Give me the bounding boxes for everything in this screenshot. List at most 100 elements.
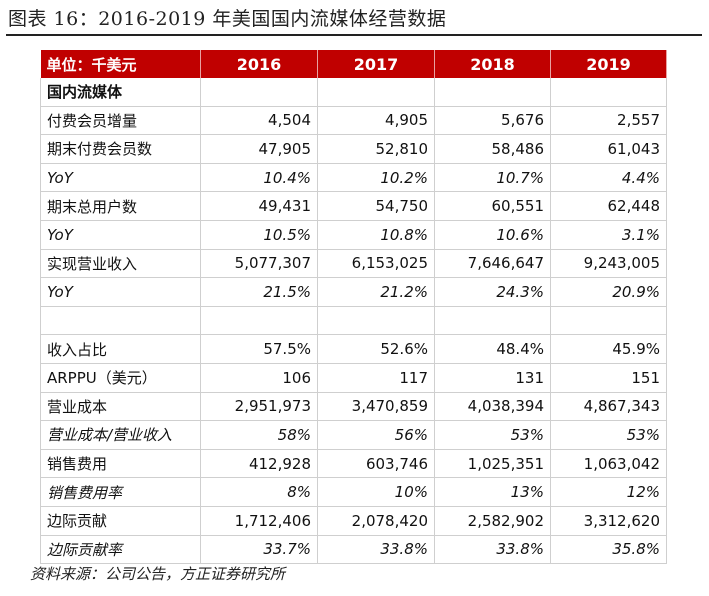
table-cell: 5,077,307: [200, 249, 318, 279]
row-label: 期末付费会员数: [40, 134, 201, 164]
table-cell: 117: [317, 363, 435, 393]
section-row: 国内流媒体: [40, 78, 667, 107]
table-cell: 3,312,620: [550, 506, 667, 536]
table-cell: 33.8%: [434, 535, 551, 565]
table-cell: 4,867,343: [550, 392, 667, 422]
table-cell: 3,470,859: [317, 392, 435, 422]
table-cell: 47,905: [200, 134, 318, 164]
table-cell: [550, 306, 667, 336]
figure-title: 图表 16：2016-2019 年美国国内流媒体经营数据: [8, 8, 447, 30]
table-row: YoY 21.5% 21.2% 24.3% 20.9%: [40, 277, 667, 307]
table-row: 实现营业收入 5,077,307 6,153,025 7,646,647 9,243,0…: [40, 249, 667, 279]
row-label: [40, 306, 201, 336]
header-year: 2019: [550, 50, 667, 78]
table-cell: [434, 78, 551, 107]
row-label: YoY: [40, 220, 201, 250]
table-cell: 2,582,902: [434, 506, 551, 536]
row-label: YoY: [40, 163, 201, 193]
table-cell: 106: [200, 363, 318, 393]
table-cell: 52.6%: [317, 334, 435, 364]
header-year: 2016: [200, 50, 318, 78]
table-row: 付费会员增量 4,504 4,905 5,676 2,557: [40, 106, 667, 136]
title-divider: [6, 34, 702, 36]
table-cell: 4,905: [317, 106, 435, 136]
table-cell: 52,810: [317, 134, 435, 164]
table-row: 销售费用率 8% 10% 13% 12%: [40, 477, 667, 507]
table-cell: 53%: [550, 420, 667, 450]
row-label: 销售费用率: [40, 477, 201, 507]
table-cell: 49,431: [200, 191, 318, 221]
section-label: 国内流媒体: [40, 78, 201, 107]
table-row: 期末总用户数 49,431 54,750 60,551 62,448: [40, 191, 667, 221]
table-cell: 5,676: [434, 106, 551, 136]
row-label: 实现营业收入: [40, 249, 201, 279]
table-cell: [200, 78, 318, 107]
table-cell: 61,043: [550, 134, 667, 164]
row-label: 营业成本/营业收入: [40, 420, 201, 450]
table-row: 营业成本 2,951,973 3,470,859 4,038,394 4,867,343: [40, 392, 667, 422]
table-cell: 13%: [434, 477, 551, 507]
table-cell: 2,557: [550, 106, 667, 136]
table-cell: 56%: [317, 420, 435, 450]
table-cell: 58%: [200, 420, 318, 450]
row-label: YoY: [40, 277, 201, 307]
table-cell: 48.4%: [434, 334, 551, 364]
table-cell: 3.1%: [550, 220, 667, 250]
table-cell: 4,038,394: [434, 392, 551, 422]
table-cell: 21.5%: [200, 277, 318, 307]
table-cell: 53%: [434, 420, 551, 450]
table-cell: 10.2%: [317, 163, 435, 193]
table-cell: 10.8%: [317, 220, 435, 250]
table-cell: 131: [434, 363, 551, 393]
table-cell: 2,951,973: [200, 392, 318, 422]
table-cell: 603,746: [317, 449, 435, 479]
row-label: 边际贡献: [40, 506, 201, 536]
table-row: 边际贡献 1,712,406 2,078,420 2,582,902 3,312,620: [40, 506, 667, 536]
table-cell: 4.4%: [550, 163, 667, 193]
table-cell: 33.8%: [317, 535, 435, 565]
table-cell: [200, 306, 318, 336]
table-cell: 10%: [317, 477, 435, 507]
table-cell: 62,448: [550, 191, 667, 221]
header-year: 2018: [434, 50, 551, 78]
table-cell: 57.5%: [200, 334, 318, 364]
row-label: 边际贡献率: [40, 535, 201, 565]
table-cell: 7,646,647: [434, 249, 551, 279]
table-cell: 151: [550, 363, 667, 393]
table-cell: 1,063,042: [550, 449, 667, 479]
table-row: 边际贡献率 33.7% 33.8% 33.8% 35.8%: [40, 535, 667, 565]
row-label: ARPPU（美元）: [40, 363, 201, 393]
table-cell: 24.3%: [434, 277, 551, 307]
row-label: 营业成本: [40, 392, 201, 422]
table-row: 营业成本/营业收入 58% 56% 53% 53%: [40, 420, 667, 450]
table-cell: 58,486: [434, 134, 551, 164]
table-cell: 4,504: [200, 106, 318, 136]
table-cell: 33.7%: [200, 535, 318, 565]
row-label: 销售费用: [40, 449, 201, 479]
table-row: 收入占比 57.5% 52.6% 48.4% 45.9%: [40, 334, 667, 364]
table-cell: 35.8%: [550, 535, 667, 565]
table-row: YoY 10.4% 10.2% 10.7% 4.4%: [40, 163, 667, 193]
header-unit: 单位：千美元: [40, 50, 201, 78]
table-cell: 9,243,005: [550, 249, 667, 279]
table-cell: 6,153,025: [317, 249, 435, 279]
table-cell: 2,078,420: [317, 506, 435, 536]
row-label: 收入占比: [40, 334, 201, 364]
table-cell: [317, 306, 435, 336]
table-cell: 45.9%: [550, 334, 667, 364]
table-cell: 10.6%: [434, 220, 551, 250]
table-cell: 1,025,351: [434, 449, 551, 479]
table-cell: 54,750: [317, 191, 435, 221]
table-cell: [550, 78, 667, 107]
table-cell: 12%: [550, 477, 667, 507]
table-header-row: 单位：千美元 2016 2017 2018 2019: [40, 50, 667, 78]
row-label: 期末总用户数: [40, 191, 201, 221]
header-year: 2017: [317, 50, 435, 78]
row-label: 付费会员增量: [40, 106, 201, 136]
table-cell: 10.4%: [200, 163, 318, 193]
table-row: [40, 306, 667, 336]
table-cell: [434, 306, 551, 336]
table-cell: [317, 78, 435, 107]
table-row: 销售费用 412,928 603,746 1,025,351 1,063,042: [40, 449, 667, 479]
table-cell: 412,928: [200, 449, 318, 479]
